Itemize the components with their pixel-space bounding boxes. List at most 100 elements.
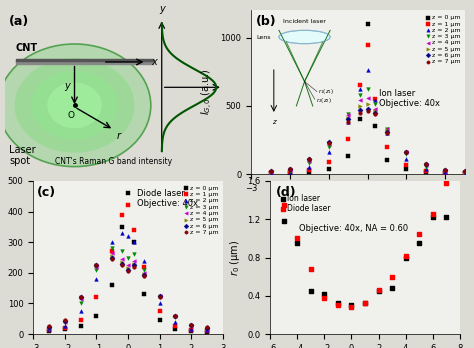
Ion laser	[415, 240, 423, 246]
Text: y: y	[64, 81, 70, 91]
z = 1 μm	[286, 169, 294, 175]
z = 6 μm	[77, 294, 84, 300]
z = 4 μm	[364, 95, 371, 101]
z = 2 μm	[92, 276, 100, 282]
z = 0 μm	[140, 292, 147, 297]
z = 1 μm	[325, 159, 333, 165]
z = 1 μm	[77, 317, 84, 323]
z = 0 μm	[45, 328, 53, 334]
z = 7 μm	[203, 325, 211, 330]
z = 2 μm	[187, 326, 195, 331]
z = 3 μm	[109, 246, 116, 251]
z = 3 μm	[383, 126, 391, 132]
z = 1 μm	[140, 264, 147, 269]
Ion laser	[388, 285, 396, 291]
z = 5 μm	[156, 293, 164, 299]
z = 4 μm	[172, 314, 179, 319]
z = 5 μm	[267, 169, 274, 174]
z = 7 μm	[45, 324, 53, 329]
z = 4 μm	[156, 293, 164, 299]
z = 5 μm	[77, 294, 84, 300]
z = 6 μm	[124, 267, 132, 272]
Text: (c): (c)	[37, 185, 56, 199]
z = 2 μm	[61, 323, 69, 328]
z = 7 μm	[156, 294, 164, 300]
z = 0 μm	[124, 190, 132, 196]
z = 6 μm	[187, 322, 195, 328]
z = 1 μm	[45, 327, 53, 333]
z = 4 μm	[124, 262, 132, 268]
z = 3 μm	[325, 144, 333, 150]
Legend: Ion laser, Diode laser: Ion laser, Diode laser	[280, 192, 332, 215]
z = 2 μm	[140, 258, 147, 263]
Text: (d): (d)	[276, 185, 297, 199]
z = 3 μm	[441, 168, 449, 174]
z = 4 μm	[422, 163, 429, 168]
z = 6 μm	[156, 293, 164, 299]
z = 1 μm	[156, 308, 164, 314]
z = 0 μm	[461, 171, 468, 176]
Text: Objective: 40x, NA = 0.60: Objective: 40x, NA = 0.60	[299, 224, 408, 233]
z = 2 μm	[286, 169, 294, 174]
z = 6 μm	[461, 168, 468, 174]
z = 6 μm	[140, 272, 147, 278]
z = 7 μm	[77, 294, 84, 300]
z = 4 μm	[45, 325, 53, 331]
z = 0 μm	[383, 158, 391, 163]
z = 3 μm	[130, 252, 138, 257]
z = 2 μm	[422, 166, 429, 172]
z = 4 μm	[267, 169, 274, 175]
z = 5 μm	[118, 259, 126, 265]
z = 4 μm	[402, 149, 410, 155]
z = 0 μm	[187, 328, 195, 334]
z = 1 μm	[267, 170, 274, 176]
z = 4 μm	[345, 113, 352, 118]
Ion laser	[402, 255, 410, 260]
z = 2 μm	[306, 164, 313, 169]
Ion laser	[334, 301, 342, 306]
z = 2 μm	[356, 87, 364, 92]
z = 1 μm	[364, 42, 371, 47]
z = 6 μm	[109, 255, 116, 260]
z = 6 μm	[130, 262, 138, 268]
z = 2 μm	[383, 130, 391, 136]
Text: (b): (b)	[255, 15, 276, 28]
Text: CNT: CNT	[16, 43, 38, 53]
z = 3 μm	[422, 164, 429, 169]
z = 5 μm	[109, 253, 116, 259]
z = 0 μm	[306, 169, 313, 175]
z = 2 μm	[461, 170, 468, 175]
z = 4 μm	[130, 258, 138, 263]
Legend: z = 0 μm, z = 1 μm, z = 2 μm, z = 3 μm, z = 4 μm, z = 5 μm, z = 6 μm, z = 7 μm: z = 0 μm, z = 1 μm, z = 2 μm, z = 3 μm, …	[183, 184, 219, 236]
z = 2 μm	[118, 230, 126, 236]
z = 3 μm	[77, 301, 84, 306]
z = 5 μm	[140, 271, 147, 277]
z = 6 μm	[92, 262, 100, 268]
z = 4 μm	[140, 270, 147, 276]
z = 1 μm	[372, 96, 379, 102]
z = 6 μm	[372, 110, 379, 116]
z = 6 μm	[345, 117, 352, 122]
z = 2 μm	[45, 327, 53, 332]
z = 6 μm	[61, 318, 69, 324]
z = 0 μm	[325, 166, 333, 171]
z = 7 μm	[325, 140, 333, 145]
z = 1 μm	[441, 170, 449, 175]
Text: CNT's Raman G band intensity: CNT's Raman G band intensity	[55, 157, 173, 166]
z = 6 μm	[118, 261, 126, 267]
z = 1 μm	[203, 328, 211, 334]
z = 5 μm	[187, 322, 195, 328]
z = 0 μm	[356, 117, 364, 122]
Text: O: O	[68, 111, 75, 120]
z = 0 μm	[402, 166, 410, 172]
z = 6 μm	[356, 107, 364, 113]
Text: r: r	[117, 132, 121, 142]
z = 3 μm	[156, 294, 164, 300]
z = 2 μm	[156, 301, 164, 306]
z = 0 μm	[364, 21, 371, 27]
Y-axis label: $I_{G,0}$ (a.u.): $I_{G,0}$ (a.u.)	[0, 234, 2, 281]
z = 7 μm	[364, 109, 371, 114]
z = 5 μm	[383, 128, 391, 133]
z = 4 μm	[203, 326, 211, 331]
z = 1 μm	[422, 168, 429, 174]
